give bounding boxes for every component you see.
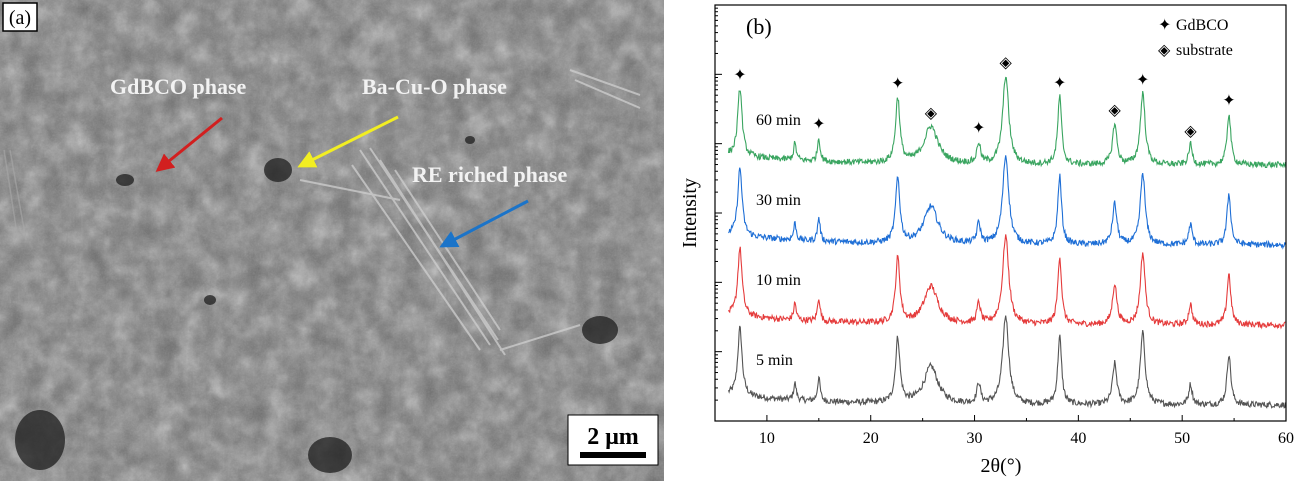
series-line [727, 315, 1286, 409]
x-tick-label: 50 [1174, 430, 1190, 447]
peak-marker: ✦ [972, 120, 985, 137]
peak-markers: ✦ ✦ ✦ ◈ ✦ ◈ ✦ ◈ ✦ ◈ ✦ [733, 54, 1235, 140]
axis-ticks: 10 20 30 40 50 60 [714, 7, 1294, 447]
x-tick-label: 30 [967, 430, 983, 447]
scale-bar-label: 2 μm [587, 424, 639, 450]
legend-symbol-substrate: ◈ [1158, 42, 1171, 59]
x-tick-label: 40 [1070, 430, 1086, 447]
arrow-gdbco-phase [155, 116, 223, 172]
rod-bundle [299, 69, 641, 356]
sem-micrograph: (a) GdBCO phase Ba-Cu-O phase RE riched … [0, 0, 664, 481]
peak-marker: ✦ [891, 76, 904, 93]
peak-marker: ✦ [733, 67, 746, 84]
peak-marker: ◈ [925, 105, 938, 122]
plot-frame [714, 4, 1287, 422]
series-label: 5 min [756, 352, 793, 369]
legend-label-substrate: substrate [1176, 42, 1233, 59]
series-line [728, 234, 1286, 330]
legend-label-gdbco: GdBCO [1176, 17, 1228, 34]
peak-marker: ✦ [812, 116, 825, 133]
annotation-re-riched-phase: RE riched phase [412, 162, 567, 187]
legend: ✦ GdBCO ◈ substrate [1158, 17, 1233, 59]
sem-image-panel: (a) GdBCO phase Ba-Cu-O phase RE riched … [0, 0, 664, 481]
panel-label: (a) [9, 7, 31, 29]
x-tick-label: 20 [863, 430, 879, 447]
xrd-chart: 5 min 10 min 30 min 60 min ✦ ✦ ✦ ◈ ✦ ◈ ✦ ◈ ✦ ◈ ✦ 10 20… [679, 4, 1294, 477]
peak-marker: ◈ [1184, 123, 1197, 140]
peak-marker: ✦ [1136, 72, 1149, 89]
series-label: 10 min [756, 272, 801, 289]
series-label: 60 min [756, 112, 801, 129]
peak-marker: ◈ [1109, 102, 1122, 119]
series-line [728, 155, 1286, 250]
series-line [727, 76, 1286, 169]
y-axis-label: Intensity [680, 178, 701, 248]
panel-label: (b) [746, 14, 772, 39]
x-tick-label: 60 [1278, 430, 1294, 447]
scale-bar [580, 452, 646, 458]
panel-label-box [2, 2, 38, 32]
peak-marker: ✦ [1053, 75, 1066, 92]
peak-marker: ✦ [1222, 93, 1235, 110]
annotation-gdbco-phase: GdBCO phase [110, 74, 247, 99]
x-axis-label: 2θ(°) [981, 455, 1022, 477]
dark-pits [15, 136, 618, 473]
peak-marker: ◈ [1000, 54, 1013, 71]
series-labels: 5 min 10 min 30 min 60 min [756, 112, 801, 369]
x-tick-label: 10 [759, 430, 775, 447]
xrd-curves [727, 76, 1286, 409]
legend-symbol-gdbco: ✦ [1158, 17, 1171, 34]
arrow-ba-cu-o-phase [297, 115, 399, 168]
annotation-ba-cu-o-phase: Ba-Cu-O phase [362, 74, 507, 99]
xrd-chart-panel: 5 min 10 min 30 min 60 min ✦ ✦ ✦ ◈ ✦ ◈ ✦ ◈ ✦ ◈ ✦ 10 20… [679, 0, 1300, 481]
series-label: 30 min [756, 192, 801, 209]
arrow-re-riched-phase [439, 199, 529, 248]
